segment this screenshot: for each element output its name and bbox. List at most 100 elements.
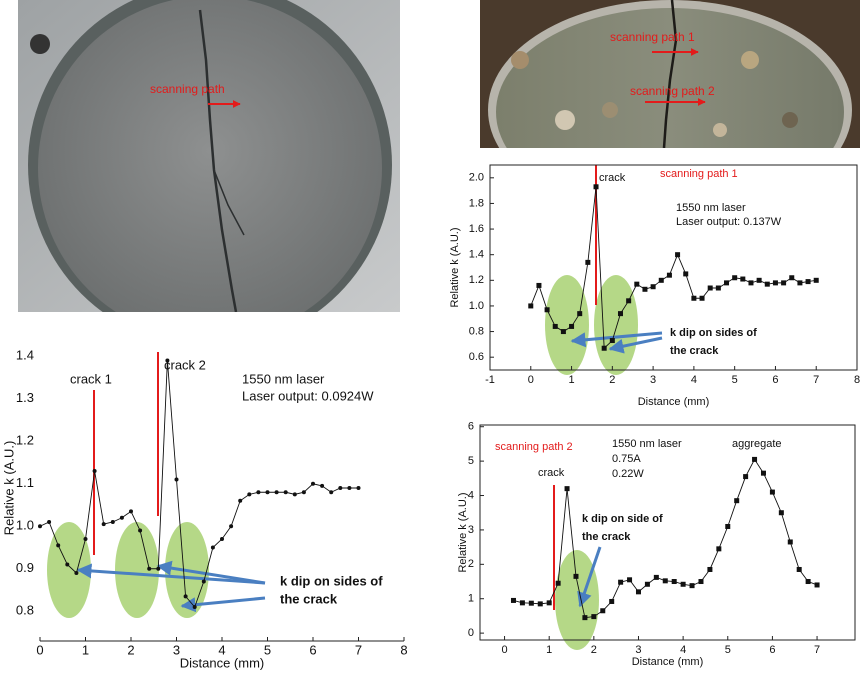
point [138,529,142,533]
x-axis-label: Distance (mm) [180,655,265,670]
annotation: the crack [280,591,338,606]
x-tick-label: 0 [501,644,507,656]
point [725,524,730,529]
x-axis-label: Distance (mm) [638,396,710,408]
point [547,600,552,605]
chart-a: crack 1 crack 2 1550 nm laser Laser outp… [1,348,407,671]
x-tick-label: 8 [400,642,407,657]
point [600,608,605,613]
y-axis-label: Relative k (A.U.) [449,227,461,307]
annotation: 1550 nm laser [676,202,746,214]
point [573,574,578,579]
point [626,298,631,303]
annotation: aggregate [732,438,782,450]
point [129,509,133,513]
point [338,486,342,490]
point [165,359,169,363]
annotation: the crack [582,531,631,543]
point [556,581,561,586]
point [743,474,748,479]
x-tick-label: 5 [732,374,738,386]
y-tick-label: 1 [468,593,474,605]
annotation: scanning path 2 [495,441,573,453]
point [757,278,762,283]
point [511,598,516,603]
y-tick-label: 1.2 [469,274,484,286]
point [38,524,42,528]
point [591,614,596,619]
annotation: Laser output: 0.137W [676,216,782,228]
point [748,280,753,285]
point [56,543,60,547]
point [642,287,647,292]
point [708,286,713,291]
y-tick-label: 1.1 [16,475,34,490]
point [569,324,574,329]
point [93,469,97,473]
point [663,578,668,583]
point [74,571,78,575]
point [734,498,739,503]
photo-label: scanning path 1 [610,30,695,44]
x-tick-label: 6 [769,644,775,656]
y-tick-label: 0.6 [469,351,484,363]
annotation: Laser output: 0.0924W [242,388,374,403]
point [266,490,270,494]
x-tick-label: 4 [680,644,686,656]
point [651,284,656,289]
point [683,271,688,276]
y-axis-label: Relative k (A.U.) [1,441,16,536]
point [284,490,288,494]
point [347,486,351,490]
y-tick-label: 1.4 [16,348,34,363]
point [585,260,590,265]
x-tick-label: 7 [355,642,362,657]
x-tick-label: -1 [485,374,495,386]
photo-label: scanning path 2 [630,84,715,98]
point [797,280,802,285]
point [609,599,614,604]
point [797,567,802,572]
point [147,567,151,571]
point [691,296,696,301]
point [545,307,550,312]
point [120,516,124,520]
annotation: 0.22W [612,468,644,480]
annotation: crack [538,467,565,479]
point [594,184,599,189]
point [667,273,672,278]
point [561,329,566,334]
point [779,510,784,515]
point [781,280,786,285]
point [789,275,794,280]
annotation: 1550 nm laser [242,371,325,386]
point [357,486,361,490]
point [627,577,632,582]
point [529,601,534,606]
y-tick-label: 0.8 [469,325,484,337]
x-tick-label: 2 [127,642,134,657]
y-tick-label: 6 [468,421,474,433]
point [536,283,541,288]
x-tick-label: 8 [854,374,860,386]
point [238,499,242,503]
photo-2: scanning path 1 scanning path 2 [480,0,860,220]
point [582,615,587,620]
point [602,346,607,351]
x-tick-label: 6 [309,642,316,657]
annotation: scanning path 1 [660,168,738,180]
x-tick-label: 7 [813,374,819,386]
x-tick-label: 6 [772,374,778,386]
x-tick-label: 5 [264,642,271,657]
point [698,579,703,584]
point [47,520,51,524]
photo-1: scanning path [18,0,400,347]
y-tick-label: 1.8 [469,197,484,209]
point [724,280,729,285]
x-tick-label: 3 [635,644,641,656]
point [765,282,770,287]
annotation: crack 2 [164,357,206,372]
point [311,482,315,486]
annotation: crack [599,172,626,184]
point [659,278,664,283]
